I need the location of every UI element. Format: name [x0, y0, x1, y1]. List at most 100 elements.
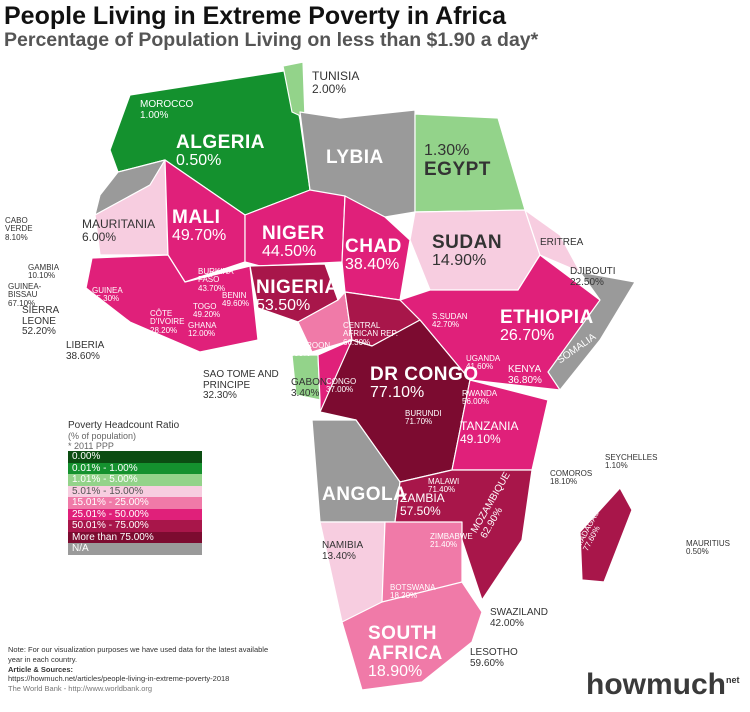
legend-title: Poverty Headcount Ratio — [68, 420, 180, 431]
legend-note: * 2011 PPP — [68, 441, 114, 451]
country-label: RWANDA 56.00% — [462, 389, 497, 407]
country-label: NIGERIA 53.50% — [256, 278, 339, 315]
brand-suffix: net — [726, 675, 740, 685]
country-name: SOUTH AFRICA — [368, 623, 443, 664]
country-value: 0.50% — [176, 151, 222, 169]
country-name: DR CONGO — [370, 364, 479, 385]
country-label: GUINEA 35.30% — [92, 286, 132, 304]
country-value: 49.70% — [172, 226, 227, 244]
country-label: S.SUDAN 42.70% — [432, 312, 468, 330]
country-label: LYBIA — [326, 148, 384, 168]
country-value: 38.60% — [66, 350, 100, 362]
country-label: ERITREA — [540, 237, 584, 249]
subtitle: Percentage of Population Living on less … — [4, 29, 539, 51]
country-label: DR CONGO 77.10% — [370, 365, 479, 402]
source: The World Bank - http://www.worldbank.or… — [8, 684, 153, 693]
country-label: MAURITIUS 0.50% — [686, 539, 730, 557]
country-name: GUINEA — [92, 286, 123, 295]
country-value: 1.10% — [605, 461, 628, 471]
country-name: S.SUDAN — [432, 312, 468, 321]
legend-item: 50.01% - 75.00% — [68, 520, 202, 532]
country-name: SAO TOME AND PRINCIPE — [203, 369, 279, 391]
country-label: SIERRA LEONE 52.20% — [22, 305, 77, 338]
country-label: ETHIOPIA 26.70% — [500, 308, 594, 345]
country-value: 53.50% — [256, 296, 311, 314]
country-value: 67.10% — [8, 298, 36, 308]
country-label: GABON 3.40% — [291, 377, 331, 399]
country-name: ALGERIA — [176, 132, 265, 153]
country-name: NIGERIA — [256, 277, 339, 298]
country-value: 42.70% — [432, 320, 460, 330]
country-name: BOTSWANA — [390, 583, 436, 592]
country-name: MAURITIUS — [686, 539, 730, 548]
country-value: 28.20% — [150, 325, 178, 335]
footer-note: Note: For our visualization purposes we … — [8, 645, 269, 664]
country-value: 21.40% — [430, 540, 458, 550]
country-name: SENEGAL — [40, 253, 78, 262]
country-label: SAO TOME AND PRINCIPE 32.30% — [203, 369, 283, 402]
country-name: LESOTHO — [470, 647, 518, 658]
country-label: SENEGAL 38.00% — [40, 253, 80, 271]
country-label: MAURITANIA 6.00% — [82, 218, 155, 243]
country-name: TOGO — [193, 302, 217, 311]
region-somalia — [547, 271, 636, 391]
country-name: KENYA — [508, 364, 542, 375]
country-label: BENIN 49.60% — [222, 291, 252, 309]
country-name: TUNISIA — [312, 69, 360, 83]
country-label: GUINEA-BISSAU 67.10% — [8, 282, 68, 308]
region-mali — [164, 159, 246, 283]
brand: howmuchnet — [586, 668, 740, 702]
country-value: 3.40% — [291, 387, 320, 399]
country-name: ERITREA — [540, 237, 584, 248]
country-name: CÔTE D'IVOIRE — [150, 309, 185, 327]
country-label: UGANDA 41.60% — [466, 354, 501, 372]
country-name: ETHIOPIA — [500, 307, 594, 328]
country-value: 59.60% — [470, 657, 504, 669]
country-value: 57.50% — [400, 503, 441, 518]
title: People Living in Extreme Poverty in Afri… — [4, 2, 507, 30]
country-name: BURKINA FASO — [198, 267, 234, 285]
country-value: 26.70% — [500, 326, 555, 344]
country-name: CABO VERDE — [5, 216, 33, 234]
country-label: LESOTHO 59.60% — [470, 647, 518, 669]
country-label: BURUNDI 71.70% — [405, 409, 441, 427]
legend-subtitle: (% of population) — [68, 431, 137, 441]
country-label: CÔTE D'IVOIRE 28.20% — [150, 309, 200, 335]
country-label: ZAMBIA 57.50% — [400, 492, 445, 517]
country-value: 18.10% — [550, 477, 578, 487]
sources-heading: Article & Sources: — [8, 664, 74, 674]
country-value: 1.30% — [424, 142, 470, 159]
country-label: KENYA 36.80% — [508, 364, 542, 386]
country-value: 14.90% — [432, 251, 487, 269]
legend-item: 1.01% - 5.00% — [68, 474, 202, 486]
country-value: 0.50% — [686, 547, 709, 557]
country-value: 37.00% — [326, 385, 354, 395]
legend-item: 0.01% - 1.00% — [68, 462, 202, 474]
country-label: GAMBIA 10.10% — [28, 263, 68, 281]
country-label: LIBERIA 38.60% — [66, 340, 104, 362]
country-name: TANZANIA — [460, 419, 519, 433]
country-label: GHANA 12.00% — [188, 321, 218, 339]
country-name: GHANA — [188, 321, 217, 330]
region-south-africa — [341, 581, 483, 691]
country-label: NAMIBIA 13.40% — [322, 540, 363, 562]
country-value: 43.70% — [198, 283, 226, 293]
country-name: CONGO — [326, 377, 357, 386]
country-value: 12.00% — [188, 329, 216, 339]
country-value: 6.00% — [82, 229, 117, 244]
country-name: MALAWI — [428, 477, 460, 486]
legend-item: 5.01% - 15.00% — [68, 485, 202, 497]
country-value: 2.00% — [312, 81, 347, 96]
legend-item: 25.01% - 50.00% — [68, 508, 202, 520]
country-value: 18.20% — [390, 591, 418, 601]
legend-item: 15.01% - 25.00% — [68, 497, 202, 509]
country-name: CAMEROON — [283, 341, 331, 350]
country-label: DJIBOUTI 22.50% — [570, 266, 616, 288]
country-label: CAMEROON 23.80% — [283, 341, 343, 359]
country-name: UGANDA — [466, 354, 501, 363]
region-west-africa — [85, 254, 259, 353]
country-label: BURKINA FASO 43.70% — [198, 267, 234, 293]
country-value: 35.30% — [92, 294, 120, 304]
country-value: 18.90% — [368, 662, 423, 680]
country-label: CONGO 37.00% — [326, 377, 366, 395]
